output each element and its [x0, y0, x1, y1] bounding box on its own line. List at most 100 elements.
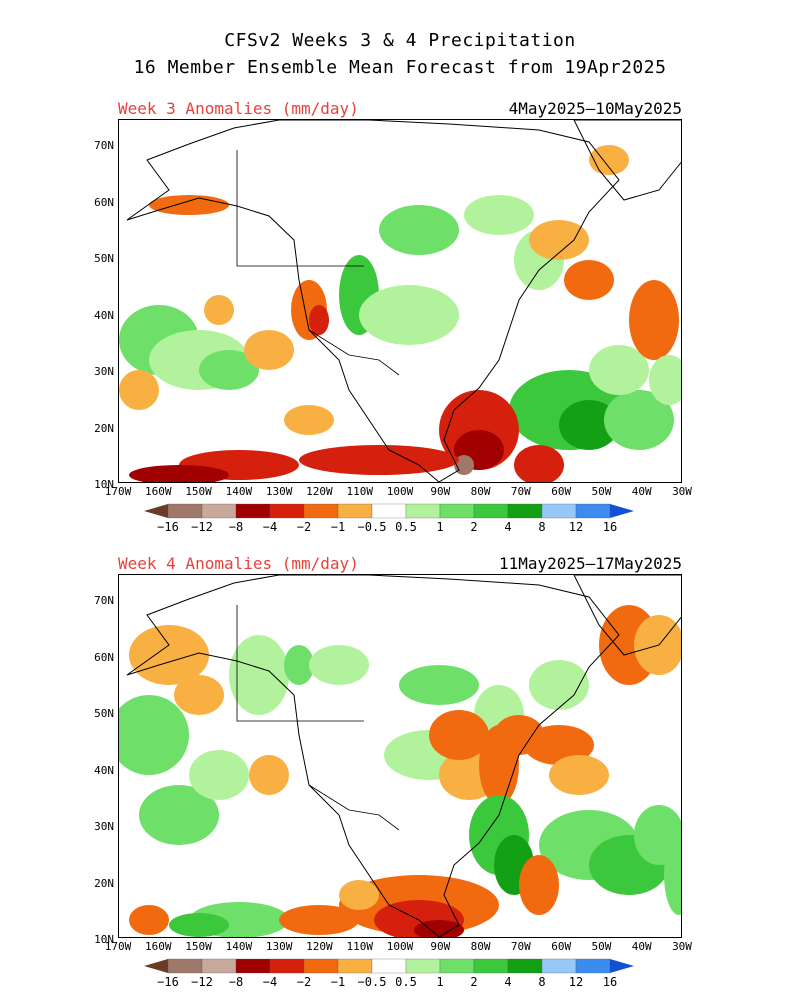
colorbar-label: −12 — [191, 520, 213, 534]
anomaly-region-14 — [529, 660, 589, 710]
colorbar-label: −4 — [262, 975, 278, 989]
colorbar-swatch-5 — [303, 503, 339, 519]
colorbar-label: −4 — [262, 520, 278, 534]
anomaly-region-16 — [559, 400, 619, 450]
lon-label-160W: 160W — [145, 940, 172, 953]
lon-label-100W: 100W — [386, 940, 414, 953]
lon-label-130W: 130W — [265, 485, 293, 498]
anomaly-region-31 — [279, 905, 359, 935]
colorbar-swatch-12 — [541, 503, 577, 519]
lon-label-120W: 120W — [306, 485, 333, 498]
lon-label-150W: 150W — [185, 940, 212, 953]
colorbar-swatch-1 — [167, 503, 203, 519]
anomaly-region-35 — [664, 835, 681, 915]
anomaly-region-17 — [604, 390, 674, 450]
lat-label-10N: 10N — [94, 478, 114, 491]
colorbar-max-arrow — [610, 959, 634, 973]
lat-label-20N: 20N — [94, 876, 114, 890]
colorbar-swatch-7 — [371, 958, 407, 974]
anomaly-region-13 — [244, 330, 294, 370]
lon-label-140W: 140W — [225, 940, 253, 953]
week4-map — [118, 574, 682, 938]
anomaly-region-8 — [529, 220, 589, 260]
colorbar-label: 2 — [470, 975, 478, 989]
anomaly-region-18 — [139, 785, 219, 845]
colorbar-swatch-10 — [473, 503, 509, 519]
north-america-outline — [126, 120, 620, 482]
colorbar-label: 8 — [538, 520, 546, 534]
lon-label-110W: 110W — [346, 940, 373, 953]
colorbar-min-arrow — [144, 504, 168, 518]
colorbar-label: 2 — [470, 520, 478, 534]
anomaly-region-29 — [119, 370, 159, 410]
colorbar-swatch-13 — [575, 503, 611, 519]
anomaly-region-4 — [464, 195, 534, 235]
anomaly-region-12 — [199, 350, 259, 390]
week4-panel-label: Week 4 Anomalies (mm/day) — [118, 554, 359, 573]
north-america-outline — [126, 575, 620, 937]
lon-label-60W: 60W — [551, 940, 572, 953]
anomaly-region-30 — [169, 913, 229, 937]
anomaly-region-13 — [549, 755, 609, 795]
anomaly-region-9 — [564, 260, 614, 300]
colorbar-swatch-8 — [405, 503, 441, 519]
lon-label-50W: 50W — [591, 940, 612, 953]
colorbar-label: 12 — [568, 520, 584, 534]
border-line-0 — [236, 150, 364, 267]
colorbar-swatch-3 — [235, 503, 271, 519]
lon-label-30W: 30W — [672, 485, 692, 498]
lon-label-110W: 110W — [346, 485, 373, 498]
lat-label-50N: 50N — [94, 707, 114, 720]
lat-label-40N: 40N — [94, 763, 114, 777]
lat-label-70N: 70N — [94, 139, 114, 152]
colorbar-swatch-2 — [201, 958, 237, 974]
colorbar-swatch-4 — [269, 958, 305, 974]
colorbar-label: −8 — [228, 520, 244, 534]
colorbar-swatch-11 — [507, 958, 543, 974]
colorbar-swatch-9 — [439, 958, 475, 974]
anomaly-region-20 — [249, 755, 289, 795]
anomaly-region-3 — [284, 645, 314, 685]
lat-label-10N: 10N — [94, 933, 114, 946]
lon-label-90W: 90W — [430, 485, 451, 498]
lon-label-50W: 50W — [591, 485, 612, 498]
colorbar-label: 0.5 — [395, 520, 417, 534]
colorbar-label: 12 — [568, 975, 584, 989]
colorbar-label: 16 — [602, 975, 618, 989]
week3-map — [118, 119, 682, 483]
colorbar-swatch-3 — [235, 958, 271, 974]
lon-label-160W: 160W — [145, 485, 172, 498]
lon-label-80W: 80W — [470, 485, 491, 498]
anomaly-region-26 — [629, 280, 679, 360]
colorbar-swatch-4 — [269, 503, 305, 519]
week4-colorbar: −16 −12 −8 −4 −2 −1 −0.5 0.5 1 2 4 8 12 16 — [144, 957, 658, 989]
map-canvas — [119, 120, 681, 482]
colorbar-svg — [144, 503, 634, 519]
border-line-1 — [308, 784, 400, 831]
colorbar-label: −2 — [296, 520, 312, 534]
colorbar-swatch-7 — [371, 503, 407, 519]
colorbar-label: −1 — [330, 975, 346, 989]
week3-colorbar: −16 −12 −8 −4 −2 −1 −0.5 0.5 1 2 4 8 12 16 — [144, 502, 658, 534]
anomaly-region-30 — [649, 355, 681, 405]
lon-label-70W: 70W — [510, 485, 531, 498]
lat-label-40N: 40N — [94, 308, 114, 322]
anomaly-region-23 — [299, 445, 459, 475]
lon-label-100W: 100W — [386, 485, 414, 498]
lat-label-30N: 30N — [94, 820, 114, 833]
lon-label-150W: 150W — [185, 485, 212, 498]
colorbar-label: 16 — [602, 520, 618, 534]
anomaly-region-14 — [284, 405, 334, 435]
anomaly-region-7 — [309, 305, 329, 335]
anomaly-region-34 — [129, 905, 169, 935]
colorbar-swatch-9 — [439, 503, 475, 519]
lon-label-120W: 120W — [306, 940, 333, 953]
lon-label-40W: 40W — [631, 940, 652, 953]
colorbar-label: −0.5 — [357, 520, 387, 534]
colorbar-swatch-10 — [473, 958, 509, 974]
colorbar-swatch-13 — [575, 958, 611, 974]
lon-label-140W: 140W — [225, 485, 253, 498]
anomaly-region-24 — [129, 465, 229, 482]
colorbar-label: 4 — [504, 975, 512, 989]
anomaly-region-4 — [309, 645, 369, 685]
